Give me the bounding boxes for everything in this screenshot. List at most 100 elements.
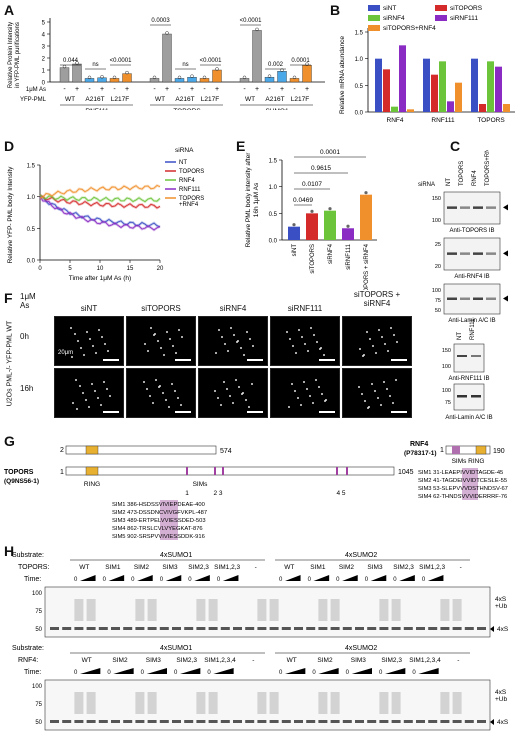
group-label: SUMO1 [265, 108, 289, 110]
mw-marker: 100 [32, 684, 43, 690]
gel-band [403, 627, 413, 630]
gel-band [416, 720, 425, 723]
time-ramp [318, 668, 339, 674]
gel-band [318, 627, 328, 630]
rnf4-seq: SIM3 53-SLEPVVVDSTHNDSV-67 [418, 486, 508, 492]
gel-band [257, 627, 267, 630]
time-zero: 0 [279, 670, 283, 676]
gel-band [403, 720, 413, 723]
band [473, 297, 483, 300]
y-axis-label: Relative mRNA abundance [339, 36, 346, 114]
gel-band [123, 627, 133, 630]
micrograph [342, 316, 412, 366]
gel-band [172, 627, 181, 630]
pvalue-label: 0.0107 [302, 181, 322, 188]
gel-band [355, 627, 364, 630]
panel-e-label: E [236, 138, 246, 154]
legend-label: TOPORS [179, 169, 204, 175]
time-ramp [194, 575, 210, 581]
gel-smear [391, 599, 401, 621]
gel-smear [440, 692, 450, 714]
time-zero: 0 [74, 670, 78, 676]
lane-group-label: SIM3 [367, 564, 383, 571]
band [447, 206, 457, 209]
ubiquitin-label: 4xS +Ub [495, 596, 507, 610]
legend-label: TOPORS +RNF4 [179, 196, 204, 208]
bar [431, 74, 438, 112]
y-tick-label: 2 [42, 57, 46, 63]
category-label: RNF4 [387, 117, 404, 124]
gel-band [281, 720, 291, 723]
rnf4-id: (P78317-1) [404, 450, 437, 457]
column-label: siRNF111 [287, 304, 323, 313]
gel-smear [147, 599, 157, 621]
time-ramp [285, 575, 301, 581]
group-label: TOPORS [173, 108, 201, 110]
gel-smear [196, 599, 206, 621]
row-label-as: 1μM As [26, 87, 46, 93]
y-axis-label: Relative YFP- PML body Intensity [7, 166, 14, 264]
gel-band [233, 627, 242, 630]
condition-label: A216T [265, 96, 284, 103]
gel-band [391, 720, 401, 723]
pvalue-label: 0.044 [63, 58, 79, 64]
data-point [177, 75, 182, 80]
gel-band [379, 627, 389, 630]
mw-marker: 50 [435, 308, 441, 314]
lane-group-label: SIM1,2,3,4 [409, 657, 441, 664]
time-ramp [385, 668, 406, 674]
panel-a-label: A [4, 2, 15, 18]
time-zero: 0 [393, 577, 397, 583]
topors-name: TOPORS [4, 469, 34, 476]
data-point [152, 75, 157, 80]
band [486, 297, 496, 300]
band [447, 252, 457, 255]
mw-marker: 100 [442, 364, 451, 370]
gel-band [464, 627, 474, 630]
micrograph [342, 368, 412, 418]
gel-band [306, 720, 316, 723]
siRNA-header: siRNA [418, 182, 435, 188]
micrograph [198, 368, 268, 418]
topors-seq: SIM5 902-SRSPVVIVIESSDDK-916 [112, 534, 205, 540]
gel-band [294, 627, 303, 630]
time-ramp [427, 575, 444, 581]
y-tick-label: 0.5 [355, 84, 364, 90]
gel-smear [379, 599, 389, 621]
bar [324, 210, 336, 240]
lane-label: RNF4 [472, 170, 478, 186]
category-label: TOPORS [477, 117, 505, 124]
mw-marker: 75 [35, 702, 42, 708]
data-point [190, 74, 194, 78]
bar [399, 45, 406, 113]
data-point [280, 68, 284, 72]
sign-label: - [243, 86, 246, 93]
time-zero: 0 [365, 577, 369, 583]
time-zero: 0 [422, 577, 426, 583]
legend-swatch [435, 5, 447, 11]
column-label: siNT [80, 304, 98, 313]
gel-smear [452, 692, 462, 714]
sign-label: + [125, 86, 129, 93]
pvalue-label: 0.0469 [293, 197, 313, 204]
legend-swatch [368, 25, 380, 31]
lane-label: NT [446, 178, 452, 186]
sims-label: SIMs [193, 481, 209, 488]
gel-band [98, 627, 108, 630]
bar [199, 78, 210, 83]
time-zero: 0 [412, 670, 416, 676]
gel-smear [74, 599, 84, 621]
bar [187, 76, 197, 83]
gel-smear [269, 599, 279, 621]
bar [423, 58, 430, 112]
gel-band [452, 720, 462, 723]
band [457, 395, 467, 398]
panel-e-chart: 0.0 0.5 1.0 1.5 Relative PML body intensity … [245, 149, 377, 290]
bar [391, 106, 398, 112]
gel-band [342, 720, 352, 723]
sign-label: - [178, 86, 181, 93]
time-zero: 0 [174, 670, 178, 676]
gel-smear [208, 599, 218, 621]
time-zero: 0 [107, 670, 111, 676]
rnf4-start: 1 [440, 447, 444, 454]
